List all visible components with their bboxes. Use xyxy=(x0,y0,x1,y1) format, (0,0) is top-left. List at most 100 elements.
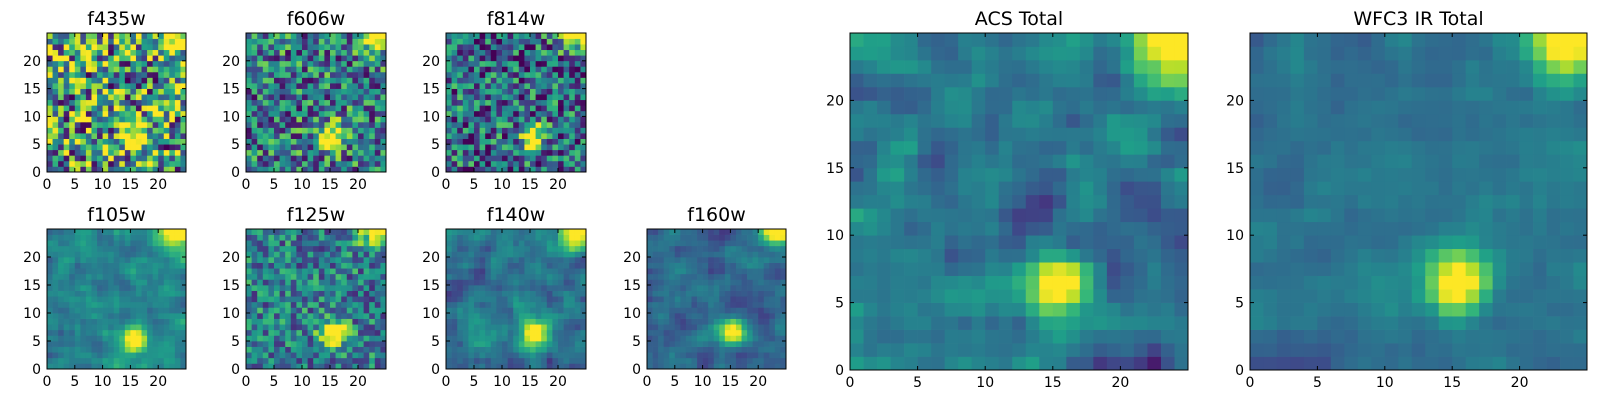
heatmap-cell xyxy=(274,279,280,286)
heatmap-cell xyxy=(108,121,115,128)
heatmap-cell xyxy=(580,262,587,269)
heatmap-cell xyxy=(130,318,137,325)
heatmap-cell xyxy=(147,257,153,263)
heatmap-cell xyxy=(462,234,469,241)
heatmap-cell xyxy=(513,33,520,39)
heatmap-cell xyxy=(758,262,765,269)
heatmap-cell xyxy=(752,240,759,247)
heatmap-cell xyxy=(108,83,115,89)
heatmap-cell xyxy=(774,335,781,342)
heatmap-cell xyxy=(546,352,553,359)
heatmap-cell xyxy=(1039,181,1054,196)
heatmap-cell xyxy=(102,301,109,308)
heatmap-cell xyxy=(169,138,176,145)
heatmap-cell xyxy=(335,155,342,162)
heatmap-cell xyxy=(130,133,137,139)
heatmap-cell xyxy=(279,363,286,370)
heatmap-cell xyxy=(108,329,115,336)
heatmap-cell xyxy=(735,318,742,325)
heatmap-cell xyxy=(446,290,452,297)
heatmap-cell xyxy=(130,352,137,359)
x-tick-label: 15 xyxy=(321,177,339,193)
heatmap-cell xyxy=(251,313,258,319)
heatmap-cell xyxy=(719,301,726,308)
heatmap-cell xyxy=(52,324,59,331)
heatmap-cell xyxy=(479,66,486,73)
heatmap-cell xyxy=(335,341,342,347)
heatmap-cell xyxy=(285,346,292,353)
heatmap-cell xyxy=(904,275,918,290)
heatmap-cell xyxy=(85,257,92,263)
heatmap-cell xyxy=(163,318,170,325)
heatmap-cell xyxy=(169,55,176,62)
heatmap-cell xyxy=(374,251,381,258)
heatmap-cell xyxy=(457,55,464,62)
heatmap-cell xyxy=(530,245,536,252)
heatmap-cell xyxy=(69,251,76,258)
y-tick-label: 15 xyxy=(23,82,41,98)
heatmap-cell xyxy=(507,144,514,151)
heatmap-cell xyxy=(558,229,564,235)
heatmap-cell xyxy=(702,229,709,235)
heatmap-cell xyxy=(58,357,65,364)
heatmap-cell xyxy=(102,49,109,56)
heatmap-cell xyxy=(180,240,187,247)
heatmap-cell xyxy=(680,268,687,275)
heatmap-cell xyxy=(680,296,687,303)
heatmap-cell xyxy=(113,363,120,370)
heatmap-cell xyxy=(502,363,508,370)
heatmap-cell xyxy=(552,138,559,145)
heatmap-cell xyxy=(180,71,187,78)
heatmap-cell xyxy=(552,94,559,101)
heatmap-cell xyxy=(302,94,308,101)
heatmap-cell xyxy=(780,335,787,342)
heatmap-cell xyxy=(485,307,492,314)
heatmap-cell xyxy=(730,257,737,263)
heatmap-cell xyxy=(518,279,525,286)
heatmap-cell xyxy=(1160,302,1175,317)
heatmap-cell xyxy=(74,262,81,269)
heatmap-cell xyxy=(58,363,65,370)
heatmap-cell xyxy=(147,290,153,297)
heatmap-cell xyxy=(91,121,98,128)
heatmap-cell xyxy=(485,116,492,123)
heatmap-cell xyxy=(63,138,70,145)
heatmap-cell xyxy=(307,44,314,51)
heatmap-cell xyxy=(530,88,536,95)
heatmap-cell xyxy=(663,307,670,314)
heatmap-cell xyxy=(324,245,331,252)
heatmap-cell xyxy=(352,77,359,84)
heatmap-cell xyxy=(652,290,659,297)
heatmap-cell xyxy=(307,83,314,89)
heatmap-cell xyxy=(530,83,536,89)
heatmap-cell xyxy=(69,77,76,84)
heatmap-cell xyxy=(479,55,486,62)
heatmap-cell xyxy=(274,77,280,84)
heatmap-cell xyxy=(346,273,353,280)
heatmap-cell xyxy=(580,357,587,364)
heatmap-cell xyxy=(147,121,153,128)
heatmap-cell xyxy=(246,313,252,319)
heatmap-cell xyxy=(563,352,570,359)
heatmap-cell xyxy=(262,285,269,291)
heatmap-cell xyxy=(352,285,359,291)
heatmap-cell xyxy=(352,88,359,95)
heatmap-cell xyxy=(485,44,492,51)
heatmap-cell xyxy=(462,88,469,95)
heatmap-cell xyxy=(530,262,536,269)
heatmap-cell xyxy=(135,346,142,353)
heatmap-cell xyxy=(251,307,258,314)
heatmap-cell xyxy=(1052,235,1067,250)
heatmap-cell xyxy=(479,251,486,258)
heatmap-cell xyxy=(307,257,314,263)
heatmap-cell xyxy=(97,44,103,51)
heatmap-cell xyxy=(485,149,492,156)
heatmap-cell xyxy=(462,155,469,162)
heatmap-cell xyxy=(246,357,252,364)
heatmap-cell xyxy=(341,121,348,128)
heatmap-cell xyxy=(524,49,531,56)
heatmap-cell xyxy=(719,335,726,342)
heatmap-cell xyxy=(877,356,891,371)
heatmap-cell xyxy=(457,296,464,303)
